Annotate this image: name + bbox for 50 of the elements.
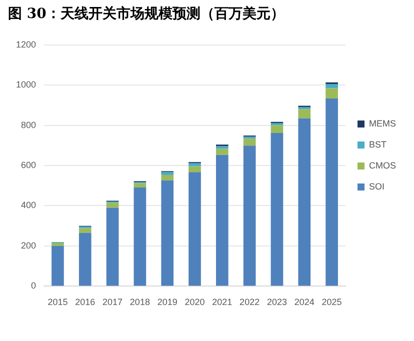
- y-tick-label: 200: [20, 240, 36, 250]
- x-tick-label: 2017: [102, 297, 123, 308]
- y-tick-label: 600: [20, 160, 36, 170]
- bar: [243, 146, 256, 286]
- bar: [216, 148, 228, 155]
- x-tick-label: 2022: [240, 297, 260, 308]
- bar: [298, 106, 311, 110]
- bar: [134, 187, 146, 286]
- legend-label: BST: [369, 139, 388, 150]
- bar: [161, 172, 174, 175]
- x-tick-label: 2025: [322, 297, 342, 308]
- bar: [270, 125, 284, 133]
- x-tick-label: 2015: [48, 297, 68, 308]
- y-tick-label: 0: [31, 280, 36, 291]
- legend-label: SOI: [369, 181, 385, 192]
- bar: [52, 246, 64, 286]
- bar: [78, 232, 92, 286]
- bar: [106, 202, 119, 208]
- y-tick-label: 800: [20, 120, 36, 130]
- bar: [106, 208, 119, 286]
- chart-title: 图 30：天线开关市场规模预测（百万美元）: [8, 5, 284, 22]
- bar: [161, 180, 174, 286]
- x-tick-label: 2018: [130, 297, 150, 308]
- x-tick-label: 2021: [212, 297, 232, 308]
- bar: [134, 183, 146, 188]
- x-tick-label: 2023: [266, 297, 287, 308]
- bar: [298, 109, 311, 118]
- y-tick-label: 400: [20, 200, 36, 210]
- bar: [243, 138, 256, 146]
- bar: [216, 146, 228, 149]
- bar: [326, 84, 338, 88]
- bar: [188, 166, 201, 172]
- x-tick-label: 2016: [75, 297, 96, 308]
- bar: [161, 174, 174, 180]
- x-tick-label: 2019: [157, 297, 178, 308]
- y-tick-label: 1000: [16, 80, 36, 90]
- x-tick-label: 2020: [184, 297, 205, 308]
- x-tick-label: 2024: [294, 297, 314, 308]
- bar: [188, 172, 201, 286]
- bar: [188, 163, 201, 166]
- bar: [270, 132, 284, 286]
- bar: [52, 242, 64, 246]
- bar: [326, 88, 338, 99]
- bar: [216, 154, 228, 286]
- bar: [298, 118, 311, 286]
- y-tick-label: 1200: [16, 39, 36, 50]
- legend-label: CMOS: [369, 160, 396, 170]
- bar: [78, 228, 92, 233]
- legend-label: MEMS: [369, 118, 396, 128]
- bar: [326, 98, 338, 286]
